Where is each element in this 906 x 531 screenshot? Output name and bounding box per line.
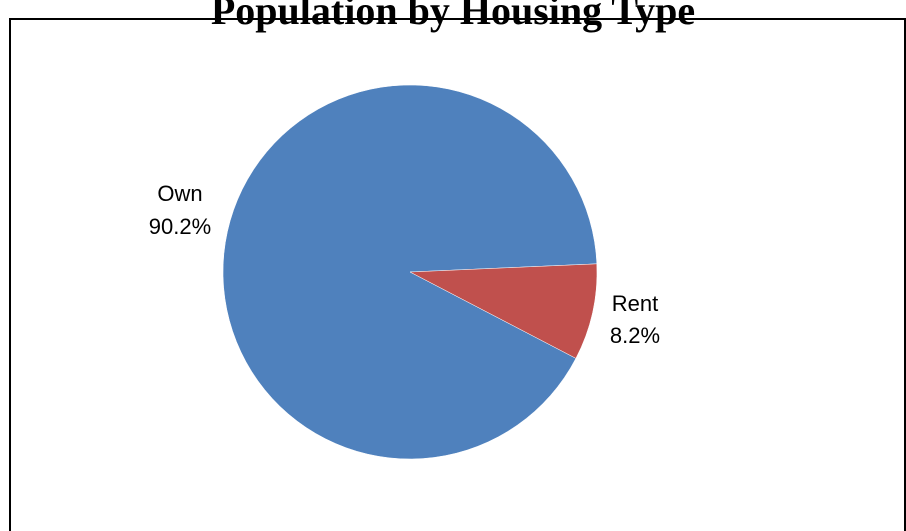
slice-label-own-percent: 90.2% [149,214,211,239]
slice-label-own-name: Own [157,181,202,206]
pie-labels: Own 90.2% Rent 8.2% [149,181,660,348]
pie-slice-rent [409,263,598,359]
chart-title: Population by Housing Type [210,0,696,33]
slice-label-rent-name: Rent [612,291,658,316]
pie-slices [222,84,598,460]
slice-label-rent-percent: 8.2% [610,323,660,348]
